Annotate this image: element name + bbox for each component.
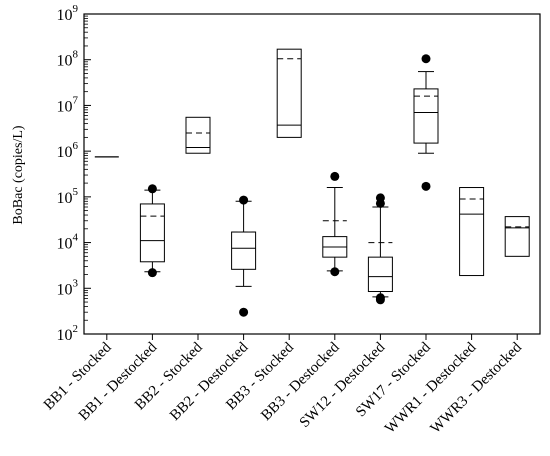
box-iqr	[459, 187, 485, 277]
box-iqr	[413, 88, 439, 144]
outlier-point	[375, 193, 385, 203]
y-tick-label: 107	[57, 94, 79, 115]
y-tick-label: 104	[57, 232, 79, 253]
outlier-point	[330, 267, 340, 277]
box-3	[185, 116, 211, 154]
box-5	[276, 48, 302, 138]
box-iqr	[504, 216, 530, 257]
y-tick-label: 105	[57, 186, 79, 207]
box-8	[413, 54, 439, 191]
box-series	[94, 48, 530, 317]
x-category-label: BB2 - Destocked	[167, 339, 252, 424]
outlier-point	[147, 268, 157, 278]
outlier-point	[239, 195, 249, 205]
box-10	[504, 216, 530, 257]
y-tick-label: 102	[57, 323, 79, 344]
y-axis-title: BoBac (copies/L)	[11, 125, 26, 224]
plot-frame	[83, 13, 541, 335]
box-2	[139, 184, 165, 278]
box-iqr	[139, 203, 165, 263]
outlier-point	[375, 293, 385, 303]
y-tick-label: 106	[57, 140, 79, 161]
outlier-point	[421, 181, 431, 191]
outlier-point	[147, 184, 157, 194]
y-tick-label: 109	[57, 3, 79, 24]
x-category-label: WWR3 - Destocked	[428, 339, 526, 437]
y-tick-label: 108	[57, 49, 79, 70]
box-7	[367, 193, 393, 305]
x-category-label: BB1 - Destocked	[76, 339, 161, 424]
outlier-point	[421, 54, 431, 64]
y-axis-ticks: 102 103 104 105 106 107 108 109	[57, 3, 91, 344]
box-iqr	[367, 256, 393, 293]
outlier-point	[330, 171, 340, 181]
y-tick-label: 103	[57, 277, 79, 298]
x-category-label: BB3 - Destocked	[258, 339, 343, 424]
box-iqr	[276, 48, 302, 138]
box-9	[459, 187, 485, 277]
box-6	[322, 171, 348, 277]
box-iqr	[231, 231, 257, 270]
x-category-label: SW12 - Destocked	[297, 339, 389, 431]
box-4	[231, 195, 257, 317]
outlier-point	[239, 307, 249, 317]
